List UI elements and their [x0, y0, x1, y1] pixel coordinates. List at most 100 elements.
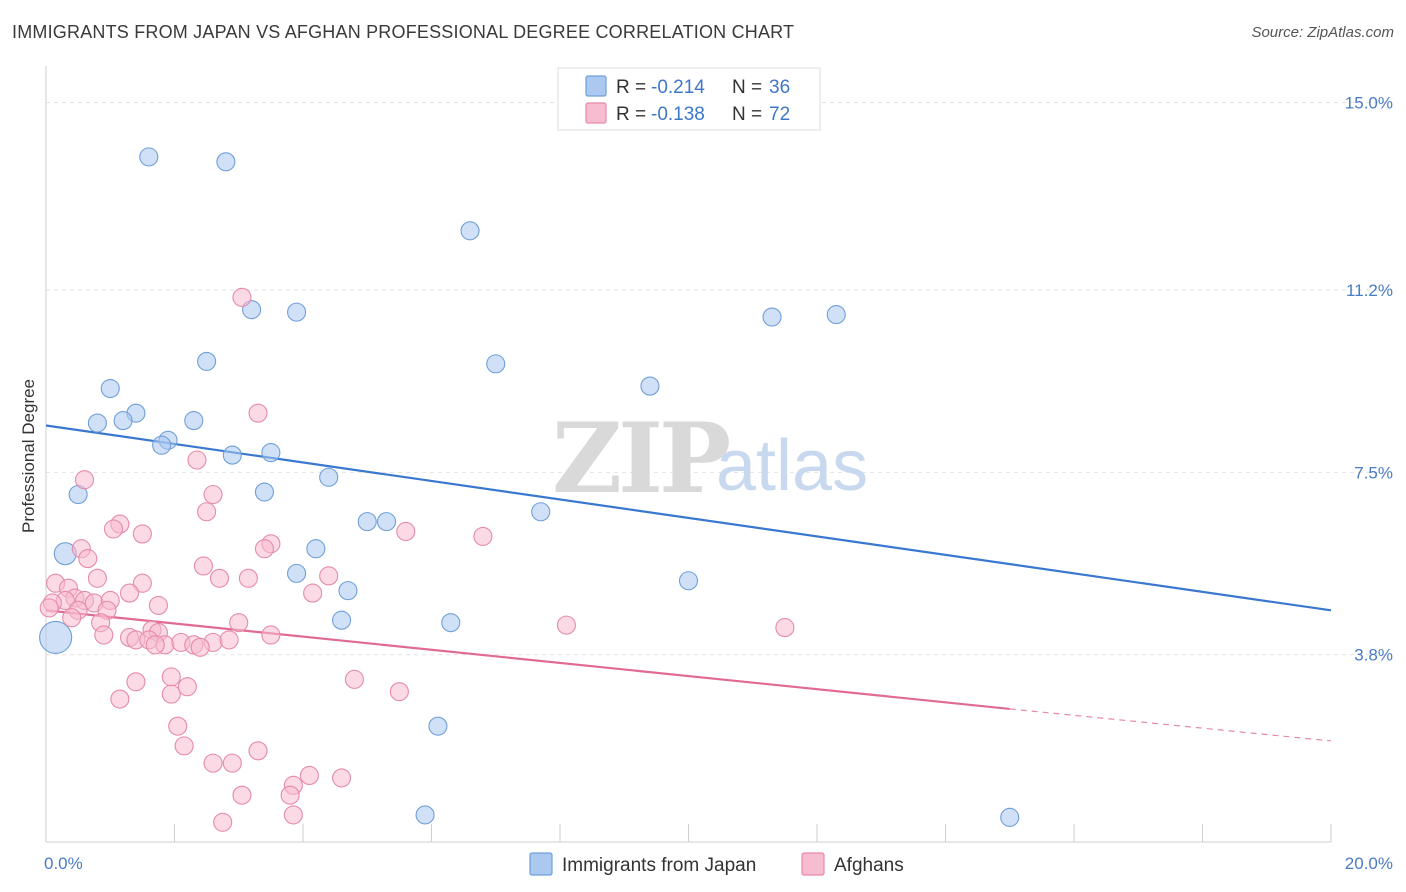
point-afghans	[248, 741, 268, 761]
point-japan	[306, 539, 326, 559]
point-afghans	[145, 635, 165, 655]
legend-n-label: N =	[732, 77, 762, 98]
legend-swatch-japan	[529, 852, 553, 876]
point-japan	[376, 512, 397, 532]
point-afghans	[389, 682, 409, 702]
point-afghans	[62, 608, 82, 628]
y-tick-label: 15.0%	[1345, 94, 1393, 113]
point-afghans	[132, 524, 152, 544]
point-japan	[338, 581, 358, 601]
point-afghans	[161, 667, 181, 687]
source-label: Source: ZipAtlas.com	[1251, 24, 1394, 41]
point-afghans	[775, 618, 795, 638]
point-afghans	[87, 568, 107, 588]
point-japan	[826, 305, 846, 325]
legend-swatch-japan	[585, 75, 607, 97]
point-japan	[287, 563, 307, 583]
point-afghans	[103, 519, 124, 539]
point-afghans	[232, 287, 252, 307]
point-japan	[441, 613, 461, 633]
point-afghans	[213, 812, 233, 832]
point-japan	[287, 302, 307, 322]
point-japan	[428, 716, 448, 736]
data-points	[39, 147, 1020, 832]
x-tick-label: 20.0%	[1345, 854, 1393, 873]
legend-r-value: -0.214	[651, 77, 705, 98]
point-afghans	[261, 625, 281, 645]
point-afghans	[174, 736, 194, 756]
series-legend: Immigrants from Japan Afghans	[529, 852, 904, 876]
x-tick-label: 0.0%	[44, 854, 83, 873]
legend-n-label: N =	[732, 104, 762, 125]
point-afghans	[248, 403, 268, 423]
point-japan	[460, 221, 480, 241]
point-japan	[486, 354, 506, 374]
point-japan	[152, 435, 172, 455]
point-japan	[254, 482, 275, 502]
point-afghans	[303, 583, 323, 603]
point-afghans	[344, 669, 364, 689]
point-japan	[415, 805, 435, 825]
point-afghans	[283, 805, 303, 825]
point-japan	[87, 413, 107, 433]
point-afghans	[473, 526, 493, 546]
point-japan	[139, 147, 159, 167]
point-afghans	[177, 677, 197, 697]
point-japan	[678, 571, 699, 591]
point-afghans	[222, 753, 242, 773]
legend-n-value: 72	[769, 104, 790, 125]
legend-r-value: -0.138	[651, 104, 705, 125]
point-afghans	[161, 684, 181, 704]
point-afghans	[229, 613, 249, 633]
point-afghans	[319, 566, 339, 586]
point-japan	[216, 152, 236, 172]
y-tick-label: 3.8%	[1354, 646, 1393, 665]
point-afghans	[78, 549, 98, 569]
point-japan	[113, 411, 133, 431]
point-afghans	[39, 598, 59, 618]
point-afghans	[203, 484, 223, 505]
trend-lines	[45, 424, 1332, 742]
point-japan	[100, 378, 120, 399]
point-afghans	[219, 630, 239, 650]
point-afghans	[75, 470, 95, 490]
point-japan	[222, 445, 242, 465]
trend-line-afghans	[45, 609, 1010, 711]
point-afghans	[187, 450, 207, 470]
point-afghans	[238, 568, 258, 588]
point-afghans	[203, 753, 223, 773]
point-afghans	[148, 595, 168, 615]
point-japan	[261, 443, 281, 463]
point-japan	[331, 610, 352, 630]
trend-line-afghans-extension	[1009, 708, 1332, 742]
y-tick-labels: 3.8% 7.5% 11.2% 15.0%	[1345, 94, 1393, 665]
chart-title: IMMIGRANTS FROM JAPAN VS AFGHAN PROFESSI…	[12, 22, 795, 42]
legend-r-label: R =	[616, 104, 646, 125]
legend-n-value: 36	[769, 77, 790, 98]
y-tick-label: 7.5%	[1354, 463, 1393, 482]
x-tick-labels: 0.0% 20.0%	[44, 854, 1393, 873]
point-japan	[39, 620, 73, 654]
point-afghans	[110, 689, 130, 709]
point-japan	[197, 351, 217, 371]
legend-swatch-afghans	[585, 102, 607, 124]
watermark-atlas: atlas	[716, 426, 868, 506]
point-afghans	[209, 568, 230, 588]
grid-lines	[46, 102, 1392, 656]
point-afghans	[280, 785, 300, 805]
axes	[45, 66, 1332, 843]
legend-row-japan: R = -0.214 N = 36	[585, 75, 790, 98]
legend-label-japan: Immigrants from Japan	[562, 855, 756, 876]
point-japan	[319, 467, 339, 487]
point-japan	[762, 307, 782, 327]
y-tick-label: 11.2%	[1346, 281, 1393, 300]
y-axis-label: Professional Degree	[19, 379, 38, 533]
point-afghans	[232, 785, 252, 805]
legend-row-afghans: R = -0.138 N = 72	[585, 102, 790, 125]
point-afghans	[299, 765, 319, 786]
point-japan	[531, 502, 551, 522]
point-afghans	[331, 768, 352, 788]
trend-line-japan	[45, 424, 1332, 612]
correlation-legend: R = -0.214 N = 36 R = -0.138 N = 72	[557, 67, 821, 131]
